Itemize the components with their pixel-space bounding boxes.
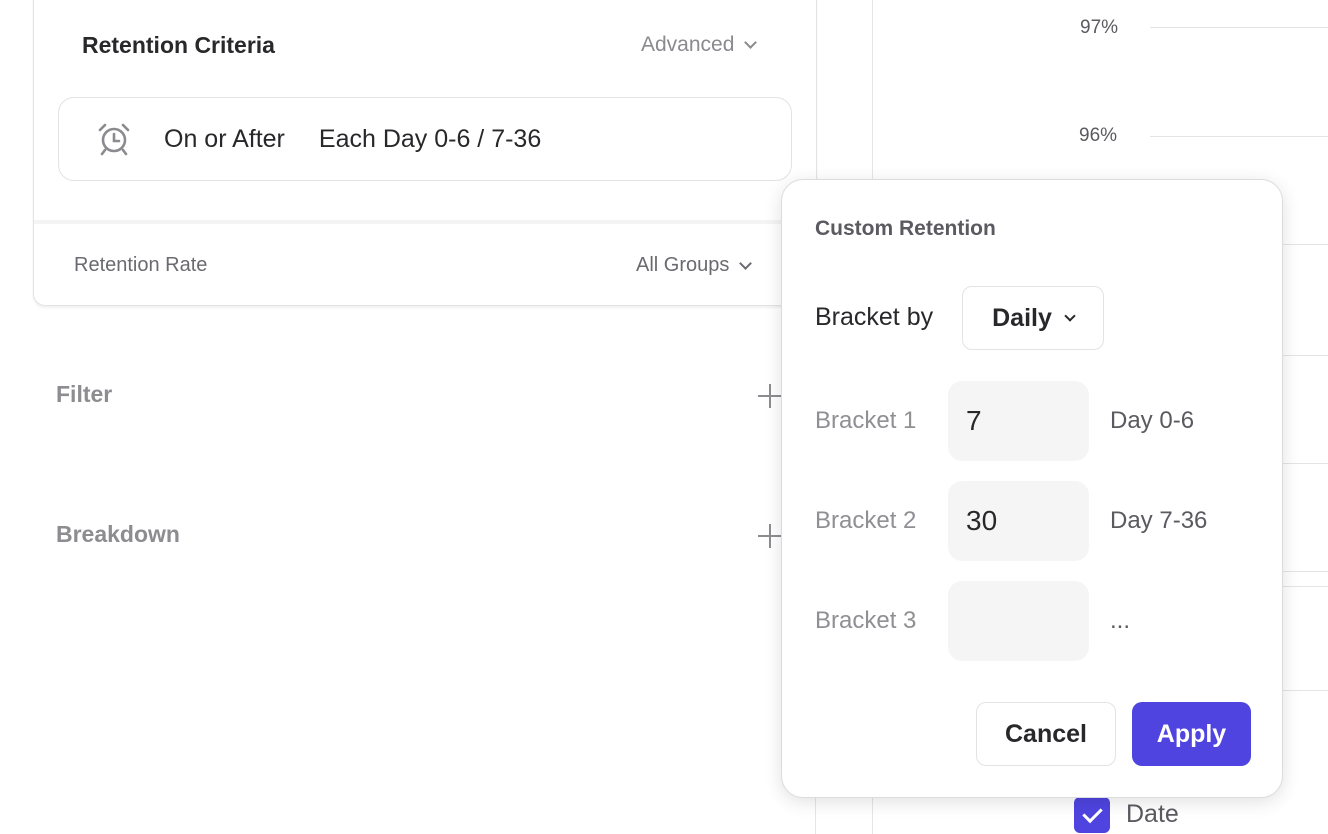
bracket-label: Bracket 3 <box>815 607 917 634</box>
criteria-brackets: Each Day 0-6 / 7-36 <box>318 124 542 153</box>
date-legend-label: Date <box>1126 800 1179 828</box>
chevron-down-icon <box>1064 309 1076 322</box>
retention-criteria-card <box>33 0 817 306</box>
bracket-by-label: Bracket by <box>815 303 934 331</box>
groups-label: All Groups <box>636 254 730 276</box>
criteria-mode: On or After <box>164 124 285 153</box>
gridline <box>1150 27 1328 28</box>
chevron-down-icon <box>739 256 753 270</box>
bracket-range: Day 0-6 <box>1110 407 1195 434</box>
cancel-button[interactable]: Cancel <box>976 702 1116 766</box>
divider <box>34 220 816 224</box>
bracket-1-input[interactable] <box>948 381 1089 461</box>
add-breakdown-plus-icon[interactable] <box>758 524 782 548</box>
apply-button[interactable]: Apply <box>1132 702 1251 766</box>
gridline <box>1150 136 1328 137</box>
y-tick-label: 97% <box>1080 17 1119 38</box>
date-checkbox[interactable] <box>1074 797 1110 833</box>
advanced-dropdown[interactable]: Advanced <box>641 33 758 57</box>
bracket-by-select[interactable]: Daily <box>962 286 1104 350</box>
custom-retention-popover: Custom Retention Bracket by Daily Bracke… <box>781 179 1283 798</box>
section-title: Retention Criteria <box>82 32 275 58</box>
bracket-range: Day 7-36 <box>1110 507 1208 534</box>
advanced-label: Advanced <box>641 33 735 56</box>
popover-title: Custom Retention <box>815 217 996 240</box>
y-tick-label: 96% <box>1079 125 1118 146</box>
retention-criteria-selector[interactable]: On or After Each Day 0-6 / 7-36 <box>58 97 792 181</box>
bracket-label: Bracket 2 <box>815 507 917 534</box>
bracket-2-input[interactable] <box>948 481 1089 561</box>
all-groups-dropdown[interactable]: All Groups <box>636 254 753 277</box>
breakdown-label: Breakdown <box>56 521 180 547</box>
filter-label: Filter <box>56 381 113 407</box>
add-filter-plus-icon[interactable] <box>758 384 782 408</box>
bracket-by-value: Daily <box>992 303 1052 332</box>
bracket-label: Bracket 1 <box>815 407 917 434</box>
retention-rate-label: Retention Rate <box>74 254 208 276</box>
alarm-clock-icon <box>98 123 130 156</box>
bracket-range: ... <box>1110 607 1131 634</box>
chevron-down-icon <box>744 36 758 49</box>
bracket-3-input[interactable] <box>948 581 1089 661</box>
